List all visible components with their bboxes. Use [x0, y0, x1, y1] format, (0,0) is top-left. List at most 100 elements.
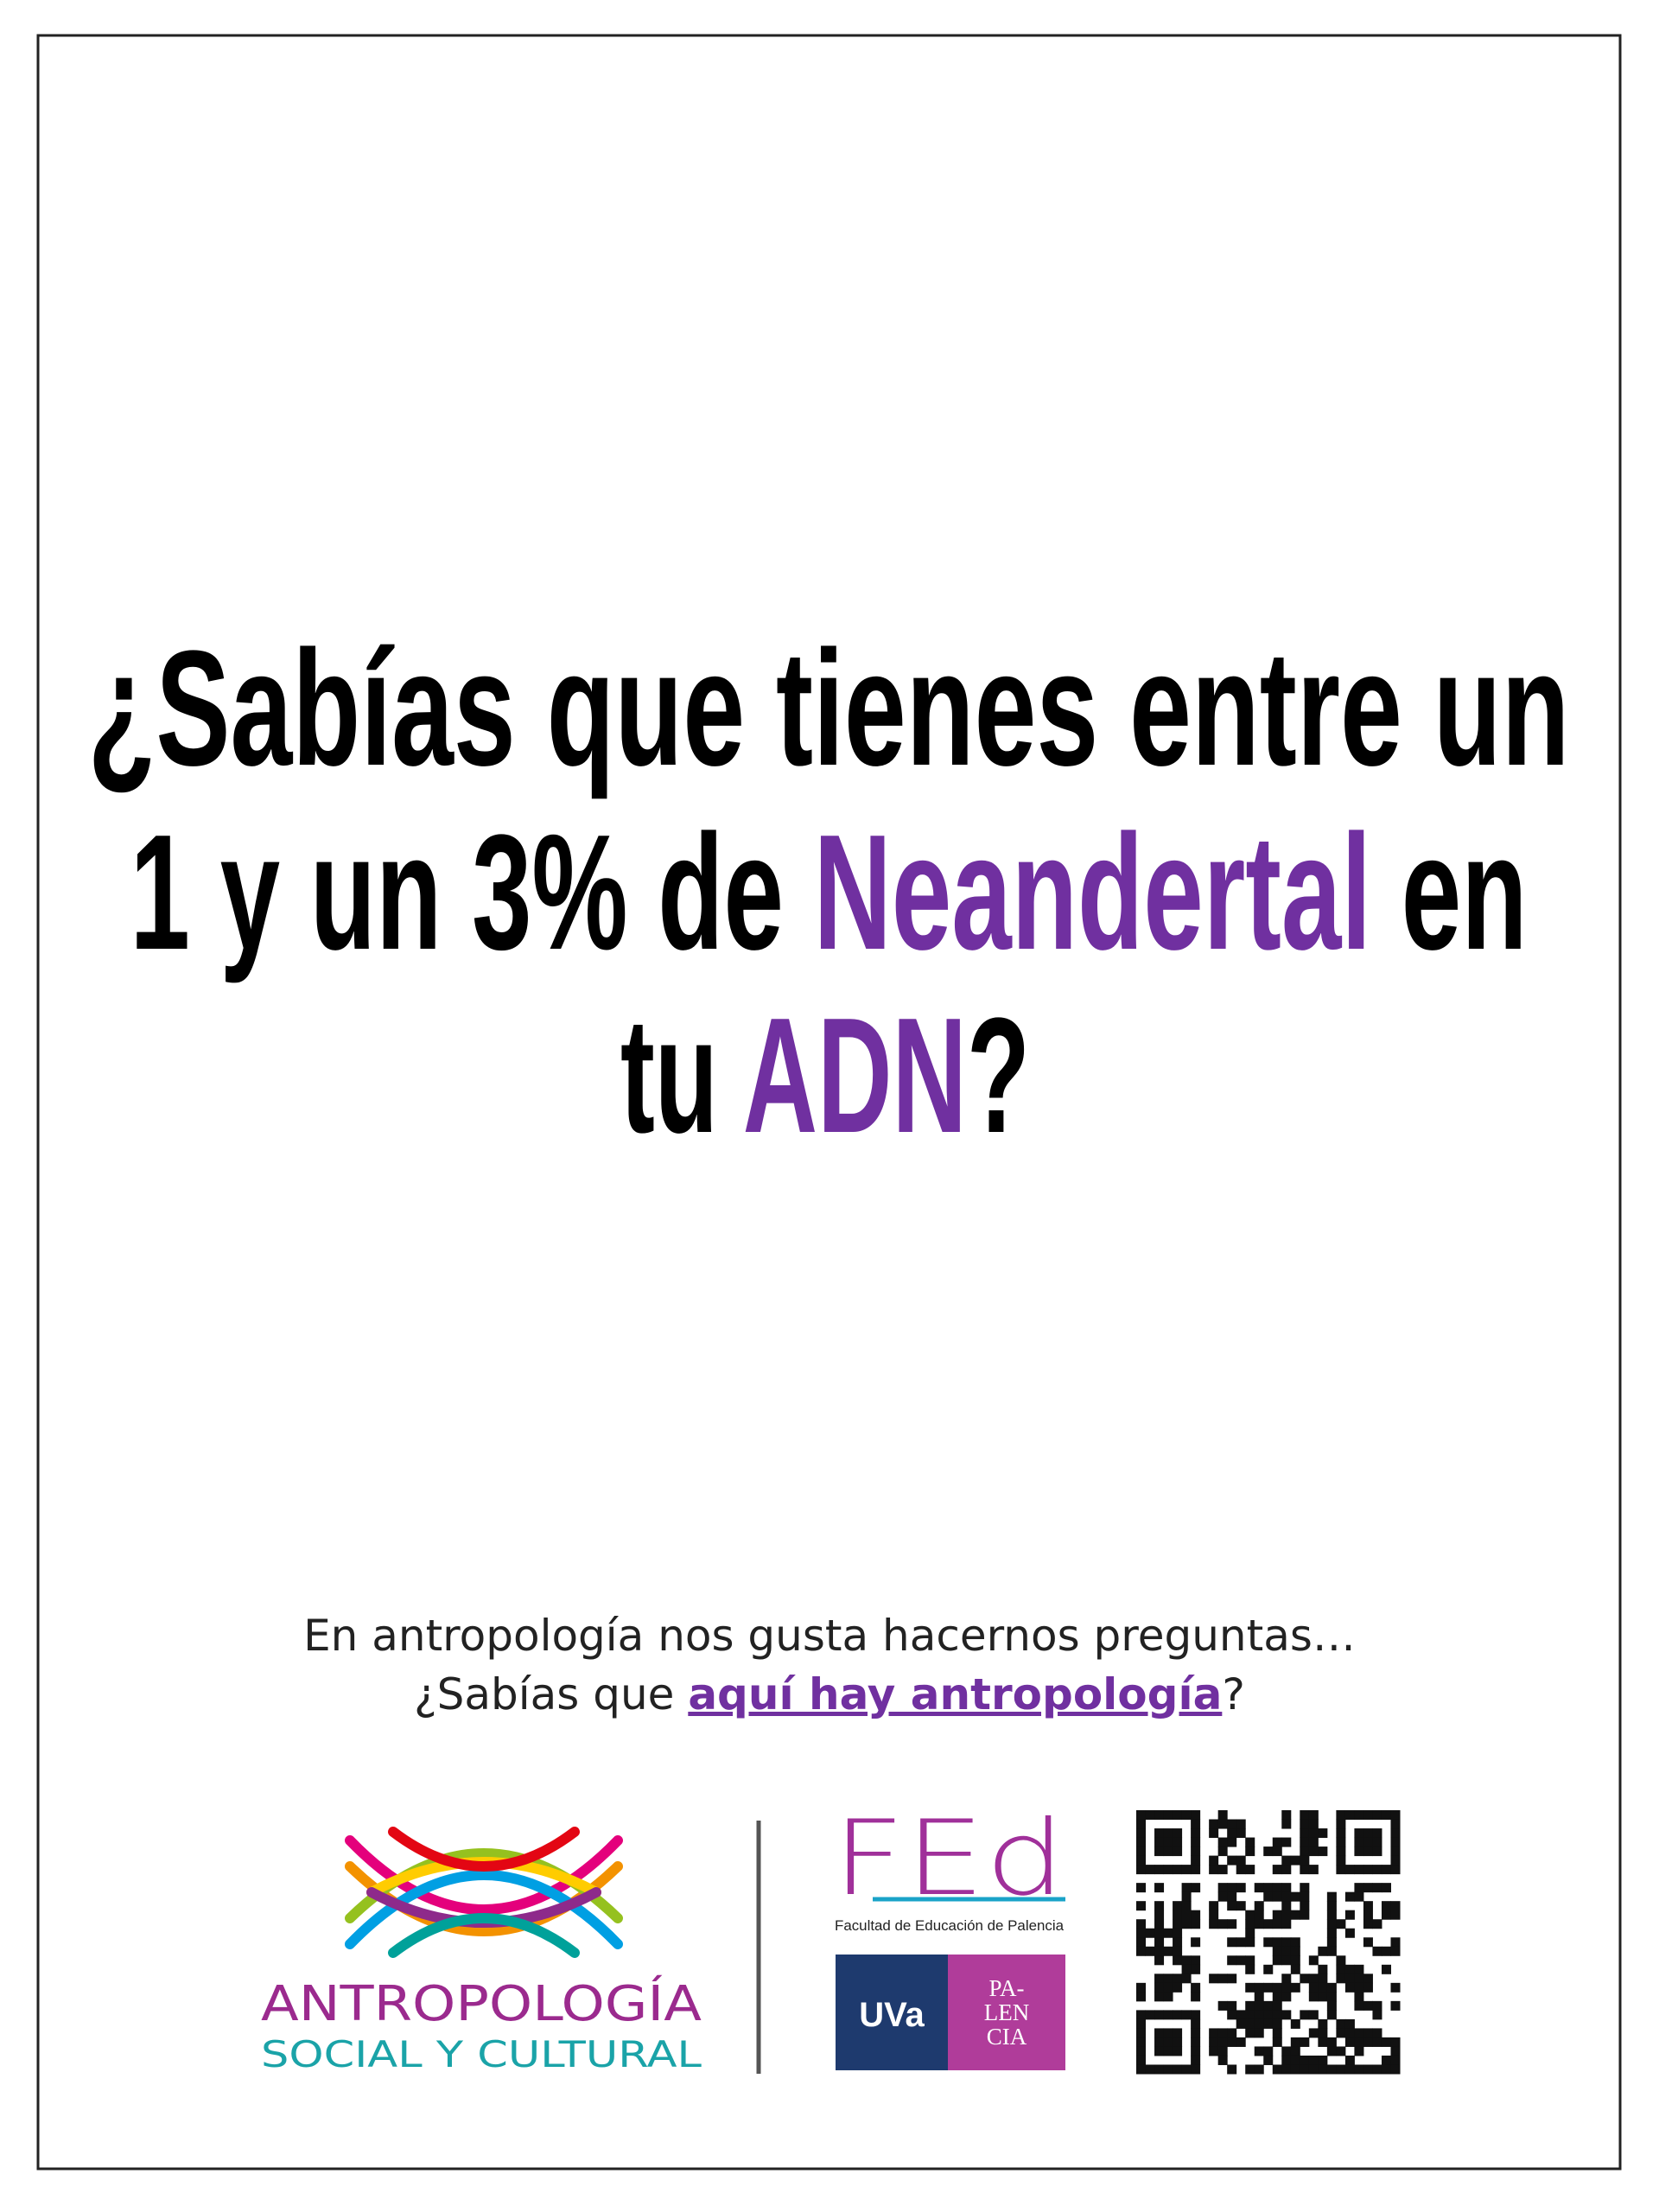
qr-module[interactable] [1336, 1837, 1346, 1847]
qr-module[interactable] [1236, 1855, 1246, 1866]
qr-module[interactable] [1354, 1828, 1364, 1839]
qr-module[interactable] [1263, 1883, 1274, 1893]
qr-module[interactable] [1344, 1810, 1355, 1821]
qr-module[interactable] [1191, 1955, 1201, 1966]
qr-module[interactable] [1217, 2000, 1228, 2011]
qr-module[interactable] [1318, 2028, 1328, 2038]
qr-module[interactable] [1272, 1937, 1282, 1948]
qr-module[interactable] [1245, 2064, 1255, 2075]
qr-module[interactable] [1136, 1901, 1147, 1911]
qr-module[interactable] [1217, 1837, 1228, 1847]
qr-module[interactable] [1191, 2064, 1201, 2075]
qr-module[interactable] [1154, 1919, 1165, 1929]
qr-module[interactable] [1217, 1819, 1228, 1829]
qr-module[interactable] [1336, 1964, 1346, 1974]
qr-module[interactable] [1173, 1810, 1183, 1821]
qr-module[interactable] [1372, 1847, 1382, 1857]
qr-module[interactable] [1154, 1828, 1165, 1839]
qr-module[interactable] [1344, 2028, 1355, 2038]
qr-module[interactable] [1290, 2037, 1300, 2047]
qr-module[interactable] [1254, 2018, 1264, 2029]
qr-module[interactable] [1272, 2010, 1282, 2020]
qr-module[interactable] [1281, 1810, 1292, 1821]
qr-module[interactable] [1326, 2010, 1337, 2020]
qr-module[interactable] [1136, 2010, 1147, 2020]
qr-module[interactable] [1272, 2018, 1282, 2029]
qr-module[interactable] [1372, 2037, 1382, 2047]
qr-module[interactable] [1308, 2010, 1319, 2020]
qr-module[interactable] [1300, 2055, 1310, 2065]
qr-module[interactable] [1245, 1919, 1255, 1929]
qr-module[interactable] [1173, 1919, 1183, 1929]
qr-module[interactable] [1300, 1847, 1310, 1857]
qr-module[interactable] [1281, 2046, 1292, 2056]
qr-module[interactable] [1290, 2046, 1300, 2056]
qr-module[interactable] [1390, 1837, 1401, 1847]
qr-module[interactable] [1154, 2064, 1165, 2075]
qr-module[interactable] [1173, 1946, 1183, 1956]
qr-module[interactable] [1344, 1891, 1355, 1902]
qr-module[interactable] [1381, 1946, 1391, 1956]
qr-module[interactable] [1263, 1982, 1274, 1993]
qr-module[interactable] [1354, 2000, 1364, 2011]
qr-module[interactable] [1191, 1865, 1201, 1875]
qr-module[interactable] [1344, 1910, 1355, 1920]
qr-module[interactable] [1181, 1810, 1192, 1821]
qr-module[interactable] [1272, 1992, 1282, 2002]
qr-module[interactable] [1281, 1901, 1292, 1911]
qr-module[interactable] [1154, 1937, 1165, 1948]
qr-module[interactable] [1181, 1901, 1192, 1911]
qr-module[interactable] [1281, 2064, 1292, 2075]
qr-module[interactable] [1136, 1847, 1147, 1857]
qr-module[interactable] [1254, 2046, 1264, 2056]
qr-module[interactable] [1236, 2010, 1246, 2020]
qr-module[interactable] [1191, 2028, 1201, 2038]
qr-module[interactable] [1336, 1855, 1346, 1866]
qr-module[interactable] [1390, 1810, 1401, 1821]
qr-module[interactable] [1209, 1865, 1219, 1875]
qr-module[interactable] [1173, 2010, 1183, 2020]
qr-module[interactable] [1217, 1847, 1228, 1857]
qr-module[interactable] [1245, 1837, 1255, 1847]
qr-module[interactable] [1390, 2000, 1401, 2011]
qr-module[interactable] [1290, 1891, 1300, 1902]
qr-module[interactable] [1191, 1982, 1201, 1993]
qr-module[interactable] [1326, 1919, 1337, 1929]
qr-module[interactable] [1381, 1964, 1391, 1974]
qr-module[interactable] [1300, 1974, 1310, 1984]
qr-module[interactable] [1372, 2000, 1382, 2011]
qr-module[interactable] [1263, 1964, 1274, 1974]
qr-module[interactable] [1272, 1910, 1282, 1920]
qr-module[interactable] [1281, 1946, 1292, 1956]
qr-module[interactable] [1136, 2028, 1147, 2038]
qr-module[interactable] [1300, 1837, 1310, 1847]
qr-module[interactable] [1181, 1974, 1192, 1984]
qr-module[interactable] [1145, 1865, 1155, 1875]
qr-module[interactable] [1209, 1974, 1219, 1984]
qr-module[interactable] [1181, 1910, 1192, 1920]
qr-module[interactable] [1344, 2018, 1355, 2029]
qr-module[interactable] [1363, 2037, 1373, 2047]
qr-module[interactable] [1154, 2010, 1165, 2020]
qr-module[interactable] [1281, 1910, 1292, 1920]
qr-module[interactable] [1344, 2064, 1355, 2075]
qr-module[interactable] [1263, 1891, 1274, 1902]
qr-module[interactable] [1344, 2037, 1355, 2047]
qr-module[interactable] [1236, 1865, 1246, 1875]
qr-module[interactable] [1308, 2064, 1319, 2075]
qr-module[interactable] [1136, 2055, 1147, 2065]
qr-module[interactable] [1381, 1883, 1391, 1893]
qr-module[interactable] [1245, 1982, 1255, 1993]
qr-module[interactable] [1136, 1865, 1147, 1875]
qr-module[interactable] [1173, 1982, 1183, 1993]
qr-module[interactable] [1272, 1919, 1282, 1929]
qr-module[interactable] [1281, 1974, 1292, 1984]
qr-module[interactable] [1163, 1992, 1173, 2002]
qr-module[interactable] [1154, 1974, 1165, 1984]
qr-module[interactable] [1181, 1964, 1192, 1974]
qr-module[interactable] [1363, 2064, 1373, 2075]
qr-module[interactable] [1281, 2055, 1292, 2065]
qr-module[interactable] [1281, 1919, 1292, 1929]
qr-module[interactable] [1308, 1819, 1319, 1829]
qr-module[interactable] [1145, 1810, 1155, 1821]
